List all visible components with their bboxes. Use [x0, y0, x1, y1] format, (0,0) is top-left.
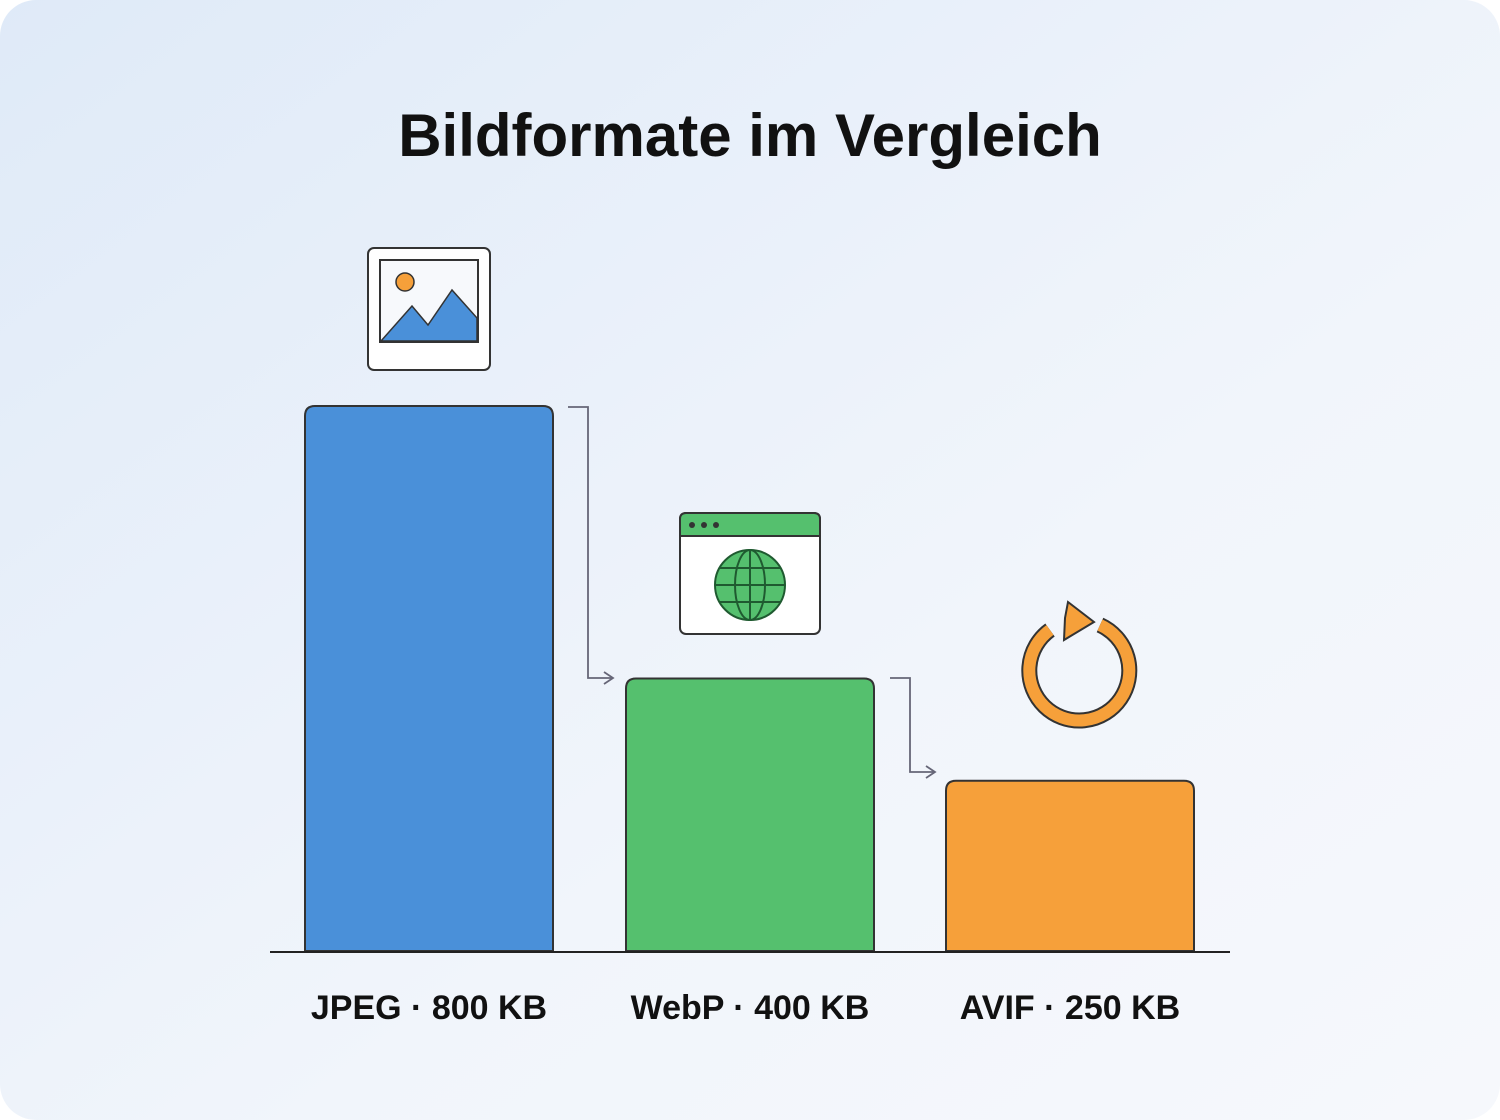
refresh-icon [1021, 600, 1138, 729]
bar [945, 779, 1195, 952]
x-tick-label: WebP · 400 KB [631, 989, 870, 1027]
bar [625, 677, 875, 952]
x-tick-label: JPEG · 800 KB [311, 989, 547, 1027]
image-icon [367, 247, 491, 371]
connector-arrows [568, 406, 937, 779]
x-tick-label: AVIF · 250 KB [960, 989, 1180, 1027]
chart-title: Bildformate im Vergleich [398, 102, 1102, 169]
browser-icon [679, 512, 821, 635]
bar [304, 405, 554, 952]
